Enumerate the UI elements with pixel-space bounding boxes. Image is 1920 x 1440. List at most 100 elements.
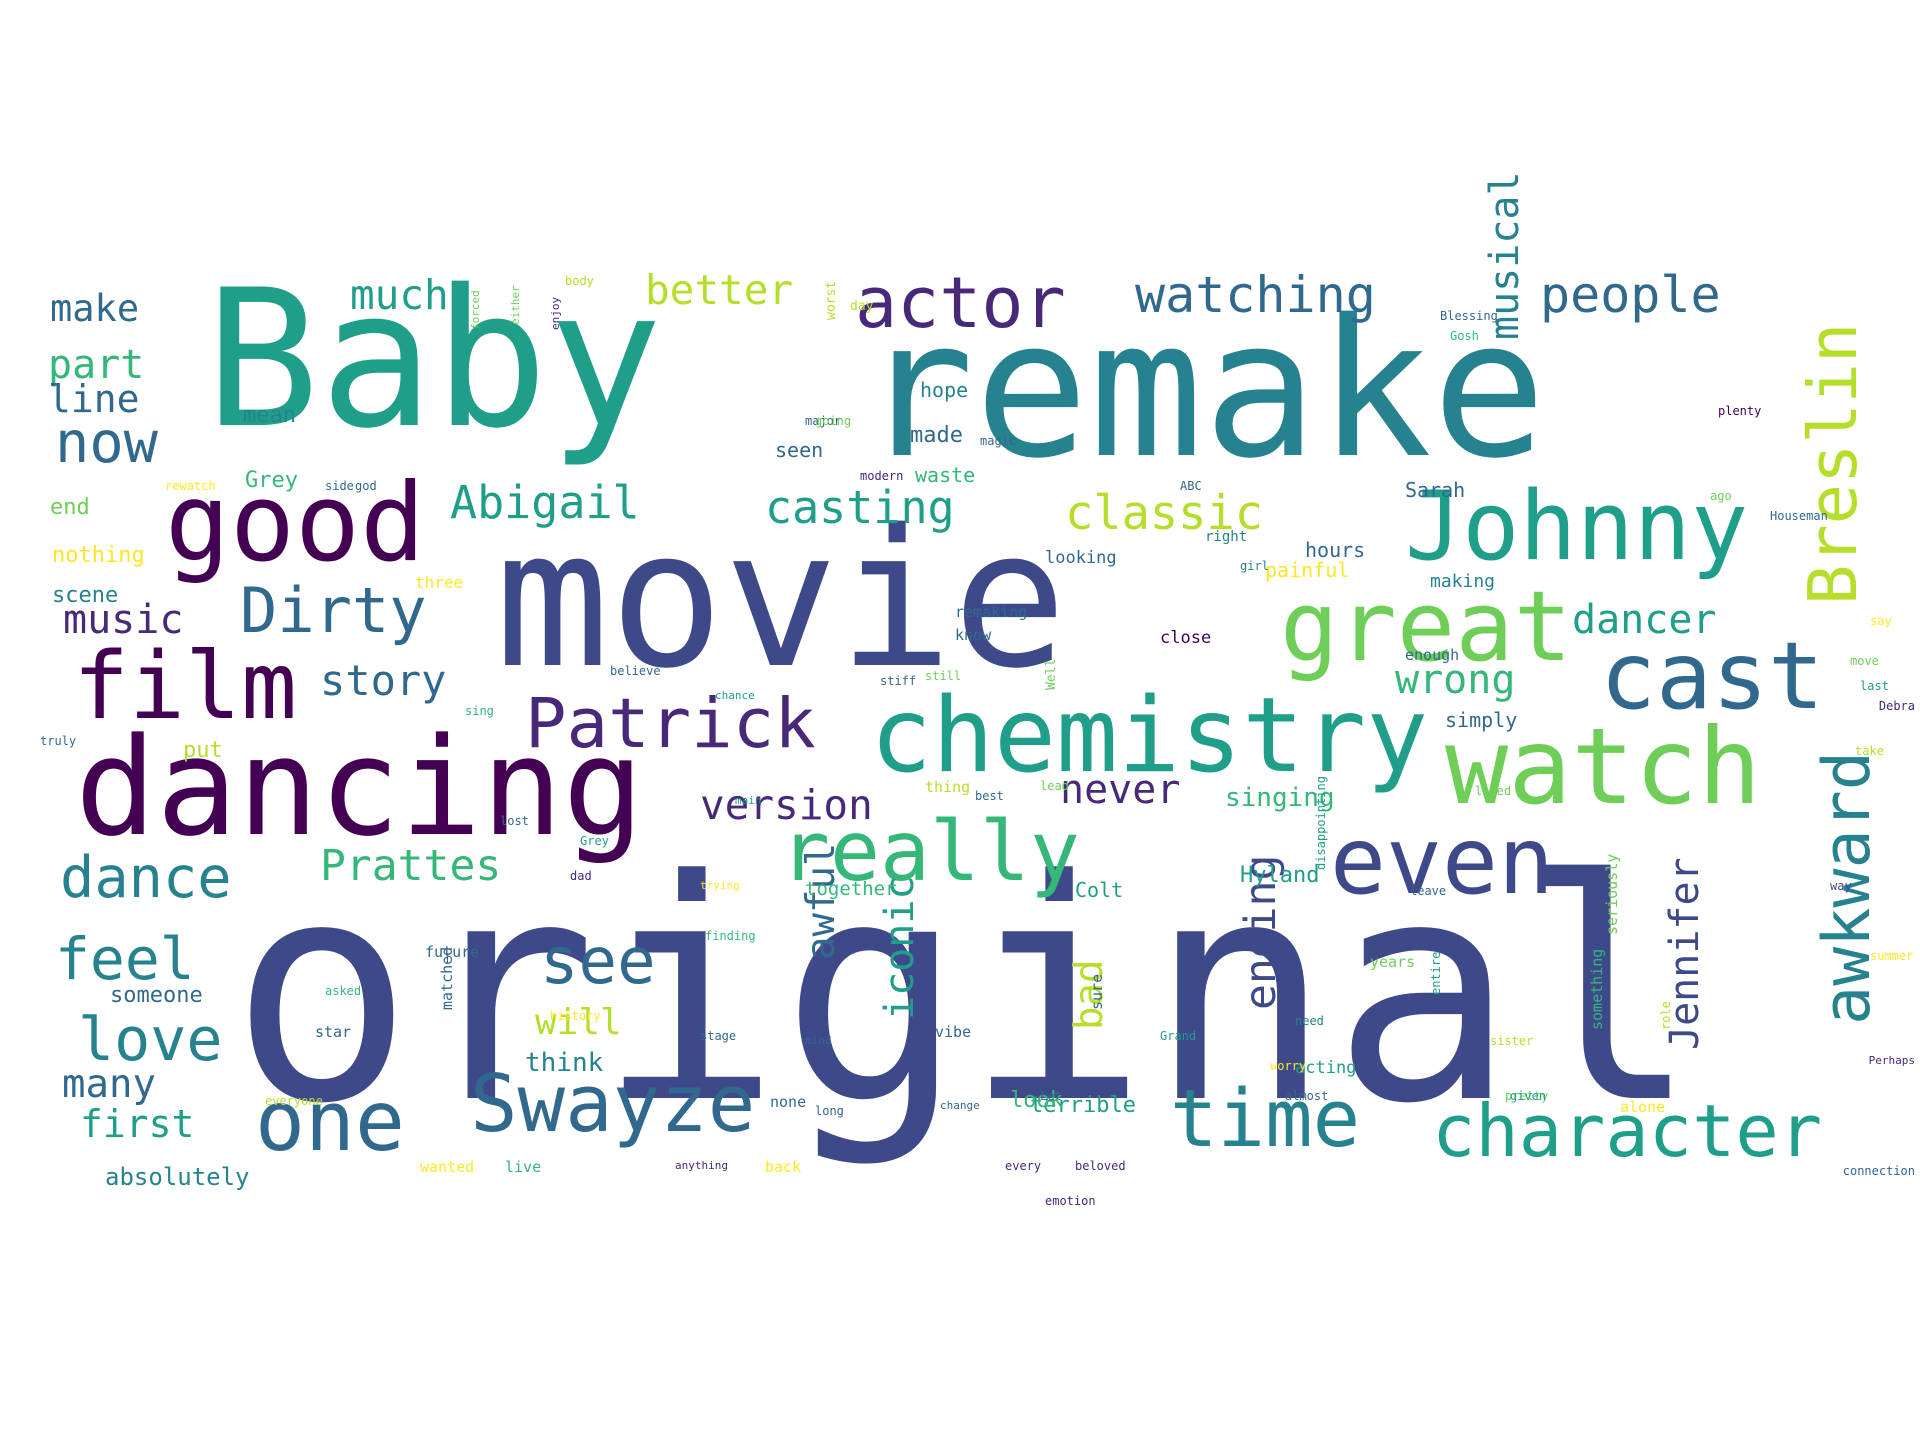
word: original bbox=[230, 815, 1700, 1170]
word: enough bbox=[1405, 646, 1460, 664]
word: think bbox=[525, 1048, 604, 1078]
word: awful bbox=[799, 842, 844, 960]
word: now bbox=[55, 410, 158, 476]
word: make bbox=[50, 287, 140, 330]
word: main bbox=[735, 794, 762, 807]
word: close bbox=[1160, 628, 1212, 648]
word: summer bbox=[1870, 949, 1914, 963]
word: worry bbox=[1270, 1059, 1307, 1073]
word: Dirty bbox=[240, 574, 427, 647]
word: matched bbox=[438, 946, 456, 1010]
word: Swayze bbox=[470, 1058, 756, 1150]
word: see bbox=[540, 925, 656, 999]
word: dance bbox=[60, 845, 232, 911]
word: movie bbox=[495, 489, 1067, 710]
word: best bbox=[975, 789, 1004, 803]
word: painful bbox=[1265, 558, 1350, 582]
word: finding bbox=[705, 929, 756, 943]
word: leave bbox=[1410, 884, 1447, 898]
word: seriously bbox=[1603, 853, 1621, 935]
word: Houseman bbox=[1770, 509, 1828, 523]
word: one bbox=[255, 1073, 405, 1170]
word: say bbox=[1870, 614, 1892, 628]
word: move bbox=[1850, 654, 1879, 668]
word: anything bbox=[675, 1159, 728, 1172]
word: emotion bbox=[1045, 1194, 1096, 1208]
word: time bbox=[1170, 1073, 1361, 1165]
word: wanted bbox=[420, 1158, 475, 1176]
word: ABC bbox=[1180, 479, 1202, 493]
word: sure bbox=[1088, 973, 1106, 1010]
word: even bbox=[1330, 807, 1554, 915]
word: major bbox=[805, 414, 842, 428]
word: chemistry bbox=[870, 676, 1429, 796]
word: character bbox=[1432, 1089, 1823, 1173]
word: history bbox=[550, 1009, 601, 1023]
word: feel bbox=[55, 925, 195, 993]
word: Blessing bbox=[1440, 309, 1498, 323]
word: almost bbox=[1285, 1089, 1329, 1103]
word: hours bbox=[1305, 538, 1366, 562]
word: singing bbox=[1225, 783, 1335, 813]
word: loved bbox=[1475, 784, 1512, 798]
word: last bbox=[1860, 679, 1889, 693]
word: Grey bbox=[580, 834, 609, 848]
word: put bbox=[183, 738, 223, 763]
word: live bbox=[505, 1158, 542, 1176]
word: making bbox=[1430, 571, 1496, 592]
word: disappointing bbox=[1314, 776, 1328, 870]
word: scene bbox=[52, 583, 119, 608]
word: magic bbox=[980, 434, 1017, 448]
word: god bbox=[355, 479, 377, 493]
word: watching bbox=[1135, 266, 1376, 324]
word: future bbox=[425, 943, 480, 961]
word: pretty bbox=[1505, 1089, 1549, 1103]
word: Perhaps bbox=[1868, 1054, 1915, 1067]
word: thing bbox=[925, 778, 971, 796]
word: classic bbox=[1065, 486, 1264, 541]
word: end bbox=[50, 495, 90, 520]
word: back bbox=[765, 1158, 802, 1176]
word: day bbox=[850, 299, 874, 314]
word: part bbox=[48, 342, 145, 388]
word: truly bbox=[40, 734, 77, 748]
word: Gosh bbox=[1450, 329, 1479, 343]
word: never bbox=[1060, 767, 1181, 813]
word: Johnny bbox=[1405, 472, 1749, 582]
word: know bbox=[955, 626, 992, 644]
word: made bbox=[910, 423, 963, 448]
word: seen bbox=[775, 438, 824, 462]
word: asked bbox=[325, 984, 362, 998]
word: chance bbox=[715, 689, 755, 702]
word: worst bbox=[824, 280, 839, 320]
word: connection bbox=[1842, 1164, 1915, 1178]
word: hope bbox=[920, 378, 969, 402]
word: stiff bbox=[880, 674, 917, 688]
word: take bbox=[1855, 744, 1884, 758]
word: look bbox=[1010, 1088, 1063, 1113]
word: great bbox=[1280, 570, 1572, 683]
word: something bbox=[1588, 948, 1606, 1030]
word: simply bbox=[1445, 708, 1518, 732]
word: really bbox=[780, 803, 1080, 900]
word: Hyland bbox=[1240, 863, 1320, 888]
word: given bbox=[1510, 1089, 1547, 1103]
word: casting bbox=[765, 481, 955, 534]
word: dancer bbox=[1572, 597, 1717, 643]
word: body bbox=[565, 274, 594, 288]
word: way bbox=[1830, 879, 1852, 893]
word: will bbox=[535, 1002, 622, 1043]
word: years bbox=[1370, 953, 1416, 971]
word: Breslin bbox=[1794, 322, 1872, 605]
word: every bbox=[1005, 1159, 1042, 1173]
word: looking bbox=[1045, 548, 1117, 568]
word: role bbox=[1659, 1001, 1673, 1030]
word: line bbox=[48, 377, 140, 421]
word: version bbox=[700, 781, 873, 829]
word: going bbox=[815, 414, 852, 428]
word: alone bbox=[1620, 1098, 1666, 1116]
word: much bbox=[350, 271, 449, 319]
word: film bbox=[73, 632, 297, 740]
word: enjoy bbox=[549, 296, 562, 330]
